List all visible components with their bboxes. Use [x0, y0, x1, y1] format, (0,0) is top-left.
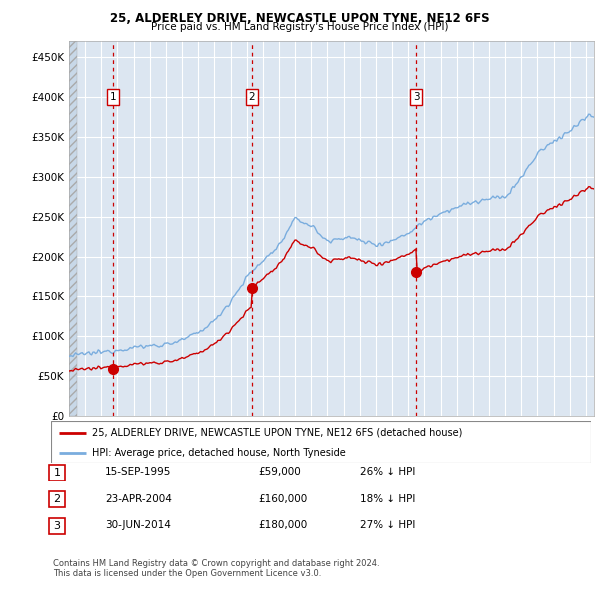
- FancyBboxPatch shape: [49, 491, 65, 507]
- Text: £160,000: £160,000: [258, 494, 307, 503]
- Text: 1: 1: [109, 92, 116, 102]
- Text: HPI: Average price, detached house, North Tyneside: HPI: Average price, detached house, Nort…: [91, 448, 345, 458]
- Text: 3: 3: [53, 521, 61, 530]
- Text: Price paid vs. HM Land Registry's House Price Index (HPI): Price paid vs. HM Land Registry's House …: [151, 22, 449, 32]
- Text: £59,000: £59,000: [258, 467, 301, 477]
- Text: 18% ↓ HPI: 18% ↓ HPI: [360, 494, 415, 503]
- Text: This data is licensed under the Open Government Licence v3.0.: This data is licensed under the Open Gov…: [53, 569, 321, 578]
- Text: 23-APR-2004: 23-APR-2004: [105, 494, 172, 503]
- Text: 2: 2: [53, 494, 61, 504]
- Text: Contains HM Land Registry data © Crown copyright and database right 2024.: Contains HM Land Registry data © Crown c…: [53, 559, 379, 568]
- Text: 25, ALDERLEY DRIVE, NEWCASTLE UPON TYNE, NE12 6FS: 25, ALDERLEY DRIVE, NEWCASTLE UPON TYNE,…: [110, 12, 490, 25]
- Text: 3: 3: [413, 92, 419, 102]
- Text: 30-JUN-2014: 30-JUN-2014: [105, 520, 171, 530]
- Text: 26% ↓ HPI: 26% ↓ HPI: [360, 467, 415, 477]
- Text: 15-SEP-1995: 15-SEP-1995: [105, 467, 172, 477]
- Text: 1: 1: [53, 468, 61, 477]
- FancyBboxPatch shape: [51, 421, 591, 463]
- Text: 25, ALDERLEY DRIVE, NEWCASTLE UPON TYNE, NE12 6FS (detached house): 25, ALDERLEY DRIVE, NEWCASTLE UPON TYNE,…: [91, 428, 462, 438]
- FancyBboxPatch shape: [49, 518, 65, 533]
- Text: 2: 2: [248, 92, 255, 102]
- Text: 27% ↓ HPI: 27% ↓ HPI: [360, 520, 415, 530]
- FancyBboxPatch shape: [49, 465, 65, 480]
- Polygon shape: [69, 41, 77, 416]
- Text: £180,000: £180,000: [258, 520, 307, 530]
